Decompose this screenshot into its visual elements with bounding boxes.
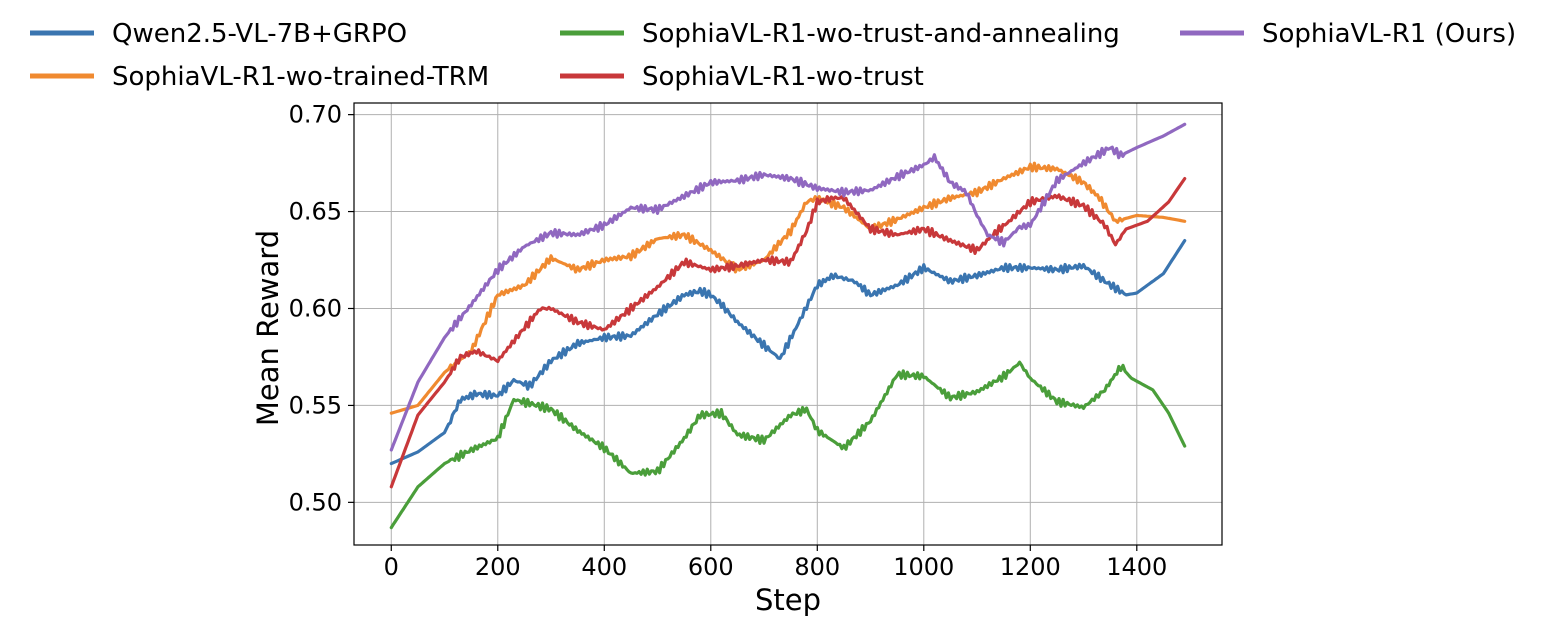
legend-label: Qwen2.5-VL-7B+GRPO — [112, 19, 407, 49]
x-tick-label: 600 — [688, 553, 734, 581]
legend-label: SophiaVL-R1 (Ours) — [1262, 19, 1516, 49]
x-tick-label: 1200 — [1000, 553, 1061, 581]
y-axis-ticks: 0.50 0.55 0.60 0.65 0.70 — [289, 101, 354, 516]
series-layer — [389, 122, 1187, 530]
y-tick-label: 0.65 — [289, 198, 342, 226]
legend: Qwen2.5-VL-7B+GRPO SophiaVL-R1-wo-trained… — [30, 19, 1516, 92]
x-tick-label: 400 — [581, 553, 627, 581]
legend-label: SophiaVL-R1-wo-trust — [642, 62, 924, 92]
series-line-1 — [389, 161, 1187, 415]
series-line-4 — [389, 122, 1187, 452]
y-tick-label: 0.55 — [289, 391, 342, 419]
x-tick-label: 800 — [794, 553, 840, 581]
plot-frame — [353, 102, 1223, 546]
x-axis-ticks: 0 200 400 600 800 1000 1200 1400 — [384, 545, 1167, 581]
grid — [354, 103, 1222, 545]
legend-label: SophiaVL-R1-wo-trust-and-annealing — [642, 19, 1120, 49]
y-axis-label: Mean Reward — [251, 230, 285, 426]
x-tick-label: 1400 — [1106, 553, 1167, 581]
series-line-2 — [389, 360, 1187, 530]
x-tick-label: 1000 — [893, 553, 954, 581]
series-line-0 — [389, 239, 1187, 466]
x-tick-label: 200 — [475, 553, 521, 581]
y-tick-label: 0.60 — [289, 294, 342, 322]
series-line-3 — [389, 177, 1187, 489]
x-axis-label: Step — [755, 583, 821, 617]
y-tick-label: 0.50 — [289, 488, 342, 516]
x-tick-label: 0 — [384, 553, 399, 581]
y-tick-label: 0.70 — [289, 101, 342, 129]
legend-label: SophiaVL-R1-wo-trained-TRM — [112, 62, 489, 92]
